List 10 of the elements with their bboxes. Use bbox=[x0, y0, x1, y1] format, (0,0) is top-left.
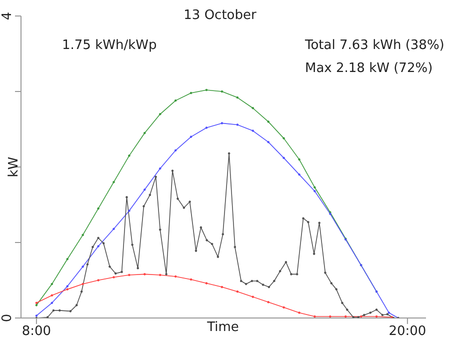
y-tick-label: 4 bbox=[0, 12, 15, 20]
y-axis-title: kW bbox=[6, 156, 22, 178]
y-tick-label: 0 bbox=[0, 314, 15, 322]
x-tick-label: 20:00 bbox=[388, 324, 426, 339]
x-axis-title: Time bbox=[207, 320, 239, 335]
annotation: Max 2.18 kW (72%) bbox=[305, 61, 433, 76]
annotation: Total 7.63 kWh (38%) bbox=[305, 38, 444, 53]
x-tick-label: 8:00 bbox=[22, 324, 52, 339]
annotation: 1.75 kWh/kWp bbox=[62, 38, 157, 53]
chart-title: 13 October bbox=[184, 8, 256, 23]
